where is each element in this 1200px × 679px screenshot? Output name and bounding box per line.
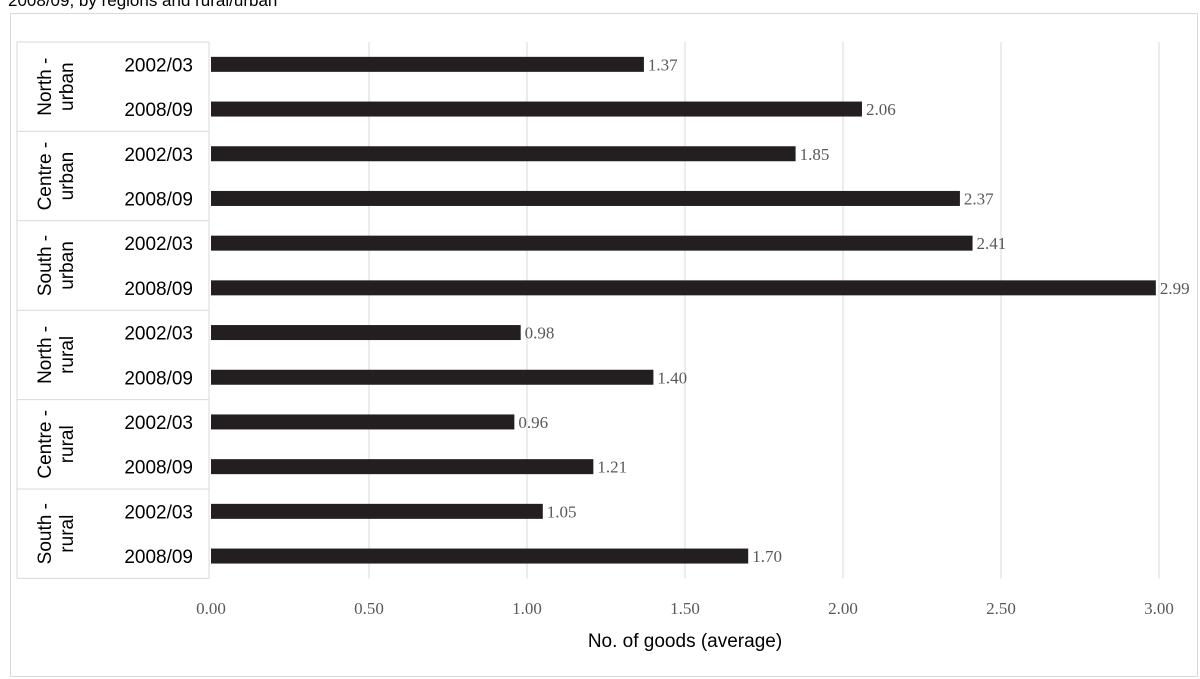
category-label: 2002/03	[124, 413, 193, 434]
data-label: 2.99	[1160, 279, 1190, 298]
bar	[211, 414, 515, 430]
data-label: 1.05	[547, 502, 577, 521]
bar	[211, 459, 594, 475]
group-label: Centre -urban	[35, 142, 78, 211]
x-tick-label: 2.50	[986, 599, 1016, 618]
data-label: 0.98	[525, 324, 555, 343]
x-tick-label: 1.00	[512, 599, 542, 618]
category-label: 2002/03	[124, 234, 193, 255]
x-tick-label: 3.00	[1144, 599, 1174, 618]
group-label-line: North -	[35, 58, 56, 116]
bar	[211, 548, 749, 564]
category-label: 2008/09	[124, 100, 193, 121]
data-label: 1.40	[657, 368, 687, 387]
group-label: North -urban	[35, 58, 78, 116]
group-label-line: Centre -	[35, 142, 56, 211]
group-label-line: rural	[57, 425, 78, 463]
x-tick-label: 0.00	[196, 599, 226, 618]
bar	[211, 235, 973, 251]
x-axis-title: No. of goods (average)	[588, 631, 782, 652]
category-label: 2002/03	[124, 145, 193, 166]
data-label: 2.41	[977, 234, 1007, 253]
x-tick-label: 0.50	[354, 599, 384, 618]
group-label-line: urban	[57, 241, 78, 290]
category-label: 2008/09	[124, 368, 193, 389]
category-label: 2008/09	[124, 458, 193, 479]
group-label-line: rural	[57, 336, 78, 374]
data-label: 2.37	[964, 189, 994, 208]
data-label: 1.37	[648, 55, 678, 74]
category-label: 2002/03	[124, 502, 193, 523]
bar	[211, 56, 644, 72]
chart-frame: North -urban 2002/03 1.37 2008/09 2.06 Centre…	[10, 13, 1198, 677]
bar	[211, 325, 521, 341]
group-label-line: urban	[57, 62, 78, 111]
group-label: South -rural	[35, 503, 78, 564]
category-label: 2008/09	[124, 547, 193, 568]
group-label-line: Centre -	[35, 410, 56, 479]
group-label: Centre -rural	[35, 410, 78, 479]
bar	[211, 190, 960, 206]
group-label-line: South -	[35, 503, 56, 564]
group-label-line: South -	[35, 235, 56, 296]
data-label: 1.85	[800, 145, 830, 164]
chart-title: 2008/09, by regions and rural/urban	[8, 0, 278, 10]
x-tick-label: 2.00	[828, 599, 858, 618]
x-tick-label: 1.50	[670, 599, 700, 618]
category-label: 2002/03	[124, 55, 193, 76]
category-label: 2008/09	[124, 189, 193, 210]
group-label-line: North -	[35, 326, 56, 384]
category-label: 2008/09	[124, 279, 193, 300]
group-label: South -urban	[35, 235, 78, 296]
data-label: 2.06	[866, 100, 896, 119]
bar	[211, 369, 654, 385]
group-label-line: urban	[57, 152, 78, 201]
group-label: North -rural	[35, 326, 78, 384]
group-label-line: rural	[57, 515, 78, 553]
category-label: 2002/03	[124, 324, 193, 345]
data-label: 1.21	[597, 458, 627, 477]
bar	[211, 280, 1156, 296]
data-label: 1.70	[752, 547, 782, 566]
bar	[211, 146, 796, 162]
data-label: 0.96	[518, 413, 548, 432]
bar	[211, 503, 543, 519]
bar	[211, 101, 862, 117]
